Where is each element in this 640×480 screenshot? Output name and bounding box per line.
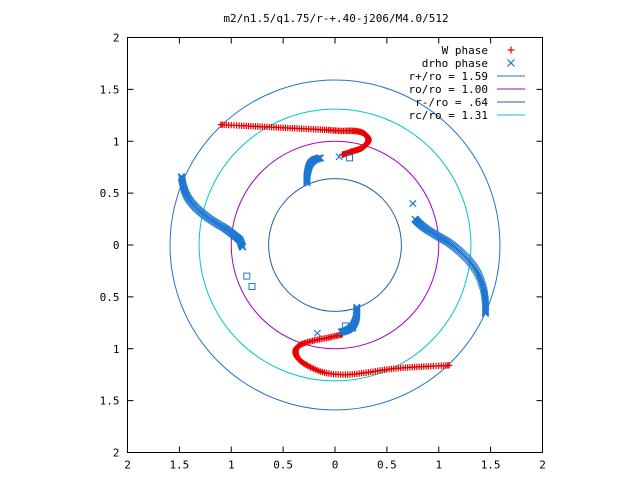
data-series [177, 121, 490, 378]
legend-label-5: rc/ro = 1.31 [409, 109, 488, 122]
circle-1 [230, 140, 440, 350]
legend-label-0: W phase [442, 44, 488, 57]
circle-3 [198, 108, 472, 382]
square-point-3 [341, 322, 349, 330]
legend-label-4: r-/ro = .64 [415, 96, 488, 109]
point-s1-a4-p0 [409, 199, 417, 208]
legend-swatch-0 [507, 46, 515, 54]
x-tick-label-3: 0.5 [273, 459, 293, 472]
square-point-0 [243, 272, 251, 280]
point-s0-a1-p63 [305, 363, 313, 370]
point-s1-a1-p90 [481, 309, 490, 318]
x-tick-label-4: 0 [332, 459, 339, 472]
y-tick-label-1: 1.5 [100, 83, 120, 96]
legend-label-3: ro/ro = 1.00 [409, 83, 488, 96]
point-s1-a4-p2 [335, 153, 343, 161]
y-tick-label-3: 0.5 [100, 187, 120, 200]
square-point-2 [346, 154, 354, 162]
chart-title: m2/n1.5/q1.75/r-+.40-j206/M4.0/512 [223, 12, 448, 25]
x-tick-label-6: 1 [435, 459, 442, 472]
point-s1-a1-p87 [481, 306, 490, 315]
y-tick-label-6: 1 [113, 343, 120, 356]
x-tick-label-7: 1.5 [481, 459, 501, 472]
y-tick-label-0: 2 [113, 32, 120, 45]
axes: 2 1.5 1 0.5 0 0.5 1 1.5 221.510.500.511.52 [100, 32, 546, 472]
x-tick-label-2: 1 [228, 459, 235, 472]
y-tick-label-4: 0 [113, 239, 120, 252]
square-markers [243, 154, 357, 332]
circle-0 [169, 79, 501, 411]
point-s1-a1-p88 [481, 308, 490, 316]
circle-2 [268, 178, 402, 312]
y-tick-label-2: 1 [113, 135, 120, 148]
point-s1-a2-p45 [316, 154, 325, 162]
y-tick-label-7: 1.5 [100, 395, 120, 408]
x-tick-label-5: 0.5 [377, 459, 397, 472]
series-0 [217, 121, 453, 378]
legend-label-2: r+/ro = 1.59 [409, 70, 488, 83]
x-tick-label-8: 2 [539, 459, 546, 472]
reference-circles [169, 79, 501, 411]
y-tick-label-5: 0.5 [100, 291, 120, 304]
point-s1-a3-p45 [337, 328, 345, 336]
x-tick-label-1: 1.5 [169, 459, 189, 472]
square-point-1 [248, 283, 256, 290]
point-s1-a4-p1 [313, 329, 321, 337]
legend-swatch-1 [507, 59, 515, 67]
square-point-4 [349, 324, 357, 332]
point-s0-a0-p117 [339, 151, 346, 158]
point-s1-a0-p90 [239, 243, 247, 251]
legend-label-1: drho phase [422, 57, 488, 70]
y-tick-label-8: 2 [113, 447, 120, 460]
point-s0-a1-p62 [307, 363, 314, 371]
x-tick-label-0: 2 [124, 459, 131, 472]
series-1 [177, 153, 490, 337]
